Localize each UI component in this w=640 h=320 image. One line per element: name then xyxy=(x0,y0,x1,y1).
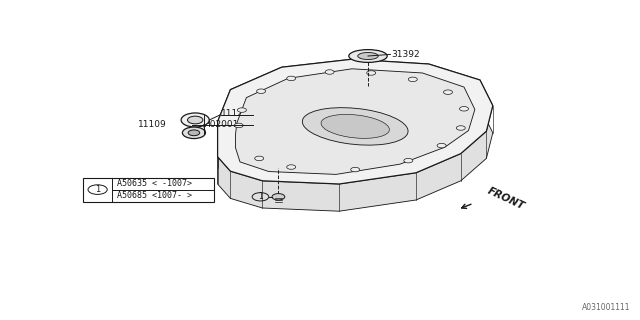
Circle shape xyxy=(234,123,243,128)
Circle shape xyxy=(255,156,264,161)
Circle shape xyxy=(408,77,417,82)
Circle shape xyxy=(287,76,296,81)
Circle shape xyxy=(188,116,203,124)
Circle shape xyxy=(444,90,452,94)
Circle shape xyxy=(351,167,360,172)
Circle shape xyxy=(181,113,209,127)
Circle shape xyxy=(456,126,465,130)
Text: 11109: 11109 xyxy=(138,120,166,129)
Ellipse shape xyxy=(321,115,389,138)
Text: FRONT: FRONT xyxy=(486,186,527,211)
Circle shape xyxy=(367,71,376,75)
Circle shape xyxy=(237,108,246,112)
Circle shape xyxy=(325,70,334,74)
Ellipse shape xyxy=(358,52,378,60)
Text: A031001111: A031001111 xyxy=(582,303,630,312)
Polygon shape xyxy=(218,59,493,211)
Circle shape xyxy=(404,158,413,163)
Circle shape xyxy=(188,130,200,136)
Circle shape xyxy=(272,194,285,200)
Circle shape xyxy=(257,89,266,93)
Polygon shape xyxy=(236,69,475,174)
Ellipse shape xyxy=(349,50,387,62)
Text: A50685 <1007- >: A50685 <1007- > xyxy=(117,191,192,200)
Text: 1: 1 xyxy=(95,185,100,194)
Text: 31392: 31392 xyxy=(392,50,420,59)
Ellipse shape xyxy=(302,108,408,145)
FancyBboxPatch shape xyxy=(83,178,214,202)
Circle shape xyxy=(437,143,446,148)
Text: 1: 1 xyxy=(258,192,263,201)
Circle shape xyxy=(460,107,468,111)
Text: 11126: 11126 xyxy=(221,109,250,118)
Circle shape xyxy=(182,127,205,139)
Text: H02001: H02001 xyxy=(204,120,239,129)
Polygon shape xyxy=(218,59,493,184)
Circle shape xyxy=(287,165,296,169)
Text: A50635 < -1007>: A50635 < -1007> xyxy=(117,179,192,188)
